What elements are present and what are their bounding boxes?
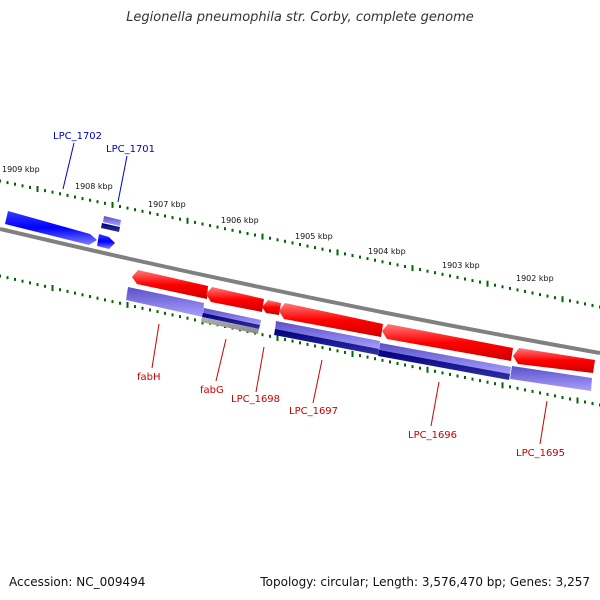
gene-label-lpc1695[interactable]: LPC_1695 — [516, 448, 565, 459]
kbp-label: 1902 kbp — [516, 274, 554, 283]
gene-lpc1701-annotation-dark[interactable] — [101, 223, 120, 232]
reverse-gene-labels: fabH fabG LPC_1698 LPC_1697 LPC_1696 LPC… — [137, 323, 565, 459]
upper-scale-ticks — [0, 179, 600, 309]
gene-label-lpc1698[interactable]: LPC_1698 — [231, 394, 280, 405]
annotation-lpc1696-top[interactable] — [379, 343, 511, 375]
gene-lpc1701-annotation[interactable] — [103, 216, 121, 226]
kbp-label: 1906 kbp — [221, 216, 259, 225]
gene-label-fabg[interactable]: fabG — [200, 385, 224, 396]
gene-lpc1698[interactable] — [262, 300, 281, 315]
leader-line — [151, 323, 160, 369]
annotation-lpc1697-top[interactable] — [275, 321, 380, 350]
kbp-label: 1909 kbp — [2, 165, 40, 174]
gene-label-fabh[interactable]: fabH — [137, 372, 161, 383]
annotation-lpc1696-bottom[interactable] — [378, 350, 510, 380]
gene-fabh[interactable] — [132, 270, 208, 299]
annotation-fabh[interactable] — [126, 287, 204, 317]
leader-line — [430, 381, 440, 427]
gene-label-lpc1697[interactable]: LPC_1697 — [289, 406, 338, 417]
kbp-label: 1904 kbp — [368, 247, 406, 256]
genome-backbone — [0, 227, 600, 355]
gene-label-lpc1701[interactable]: LPC_1701 — [106, 144, 155, 155]
kbp-scale-labels: 1909 kbp 1908 kbp 1907 kbp 1906 kbp 1905… — [2, 165, 554, 283]
reverse-strand-genes — [132, 270, 595, 373]
kbp-label: 1905 kbp — [295, 232, 333, 241]
kbp-label: 1908 kbp — [75, 182, 113, 191]
gene-lpc1701-forward[interactable] — [97, 234, 115, 249]
accession-text: Accession: NC_009494 — [9, 575, 146, 589]
reverse-annotation-bars — [126, 287, 592, 391]
kbp-label: 1903 kbp — [442, 261, 480, 270]
leader-line — [62, 142, 75, 190]
leader-line — [539, 400, 548, 445]
topology-text: Topology: circular; Length: 3,576,470 bp… — [260, 575, 590, 589]
leader-line — [312, 359, 323, 404]
gene-lpc1696[interactable] — [382, 324, 513, 361]
gene-lpc1695[interactable] — [513, 348, 595, 373]
leader-line — [215, 338, 227, 382]
gene-fabg[interactable] — [206, 287, 264, 312]
gene-lpc1702-forward[interactable] — [5, 211, 97, 245]
forward-gene-labels: LPC_1702 LPC_1701 — [53, 131, 155, 203]
annotation-fabg-top[interactable] — [203, 308, 261, 326]
annotation-lpc1695[interactable] — [510, 366, 592, 391]
forward-strand-genes — [5, 211, 121, 249]
gene-label-lpc1702[interactable]: LPC_1702 — [53, 131, 102, 142]
genome-title: Legionella pneumophila str. Corby, compl… — [126, 10, 474, 25]
annotation-fabg-mid[interactable] — [202, 313, 260, 329]
gene-label-lpc1696[interactable]: LPC_1696 — [408, 430, 457, 441]
leader-line — [255, 346, 265, 393]
gene-lpc1697[interactable] — [279, 303, 383, 337]
kbp-label: 1907 kbp — [148, 200, 186, 209]
lower-scale-ticks — [0, 274, 600, 407]
leader-line — [117, 155, 128, 203]
annotation-lpc1697-bottom[interactable] — [274, 329, 379, 355]
annotation-fabg-bottom[interactable] — [201, 317, 259, 334]
